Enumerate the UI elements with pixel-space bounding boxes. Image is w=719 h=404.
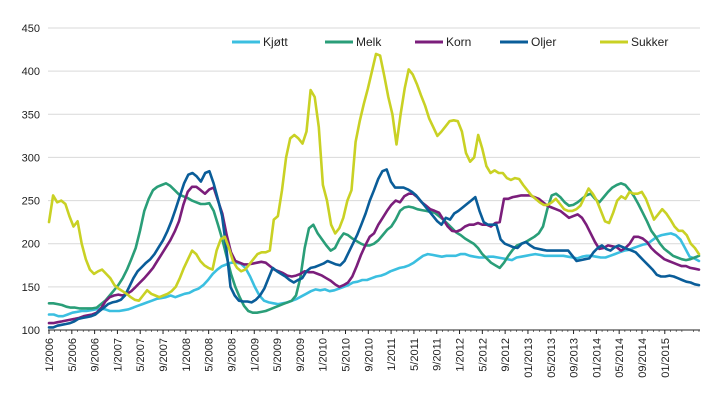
series-lines (47, 52, 701, 329)
x-tick-label: 9/2011 (432, 338, 444, 371)
y-tick-label: 350 (22, 109, 40, 121)
series-line-melk (47, 182, 701, 315)
x-tick-label: 05/2013 (546, 338, 558, 378)
gridlines (48, 27, 700, 288)
legend-label: Melk (356, 35, 382, 49)
x-tick-label: 5/2012 (477, 338, 489, 372)
y-tick-label: 300 (22, 152, 40, 164)
x-tick-label: 1/2012 (455, 338, 467, 372)
x-tick-label: 1/2006 (44, 338, 56, 372)
x-tick-label: 09/2014 (637, 338, 649, 378)
legend-label: Sukker (631, 35, 668, 49)
x-tick-label: 5/2011 (409, 338, 421, 371)
x-tick-label: 1/2009 (249, 338, 261, 372)
x-tick-label: 01/2015 (660, 338, 672, 378)
y-tick-label: 450 (22, 23, 40, 35)
x-tick-label: 9/2006 (90, 338, 102, 372)
y-tick-label: 400 (22, 66, 40, 78)
x-tick-label: 5/2010 (340, 338, 352, 372)
x-tick-label: 5/2007 (135, 338, 147, 372)
legend: Kjøtt Melk Korn Oljer Sukker (232, 35, 668, 49)
x-tick-label: 9/2007 (158, 338, 170, 372)
x-tick-label: 5/2008 (204, 338, 216, 372)
x-tick-label: 5/2006 (67, 338, 79, 372)
x-tick-label: 05/2014 (614, 338, 626, 378)
x-tick-label: 9/2008 (226, 338, 238, 372)
x-tick-label: 5/2009 (272, 338, 284, 372)
legend-label: Korn (446, 35, 471, 49)
x-tick-label: 09/2013 (569, 338, 581, 378)
x-tick-label: 1/2010 (318, 338, 330, 372)
x-tick-label: 1/2011 (386, 338, 398, 371)
x-tick-label: 01/2013 (523, 338, 535, 378)
y-tick-label: 250 (22, 196, 40, 208)
series-line-korn (47, 185, 701, 325)
x-tick-label: 9/2012 (500, 338, 512, 372)
x-tick-label: 1/2007 (112, 338, 124, 372)
series-line-oljer (47, 168, 701, 329)
x-axis: 1/2006 5/2006 9/2006 1/2007 5/2007 9/2007 1/20… (44, 329, 700, 378)
legend-label: Kjøtt (263, 35, 288, 49)
x-tick-label: 9/2010 (363, 338, 375, 372)
x-tick-label: 9/2009 (295, 338, 307, 372)
x-tick-label: 01/2014 (591, 338, 603, 378)
y-axis: 100 150 200 250 300 350 400 450 (22, 23, 40, 337)
x-tick-label: 1/2008 (181, 338, 193, 372)
y-tick-label: 150 (22, 282, 40, 294)
series-line-sukker (47, 52, 701, 303)
legend-label: Oljer (531, 35, 556, 49)
y-tick-label: 200 (22, 239, 40, 251)
y-tick-label: 100 (22, 325, 40, 337)
